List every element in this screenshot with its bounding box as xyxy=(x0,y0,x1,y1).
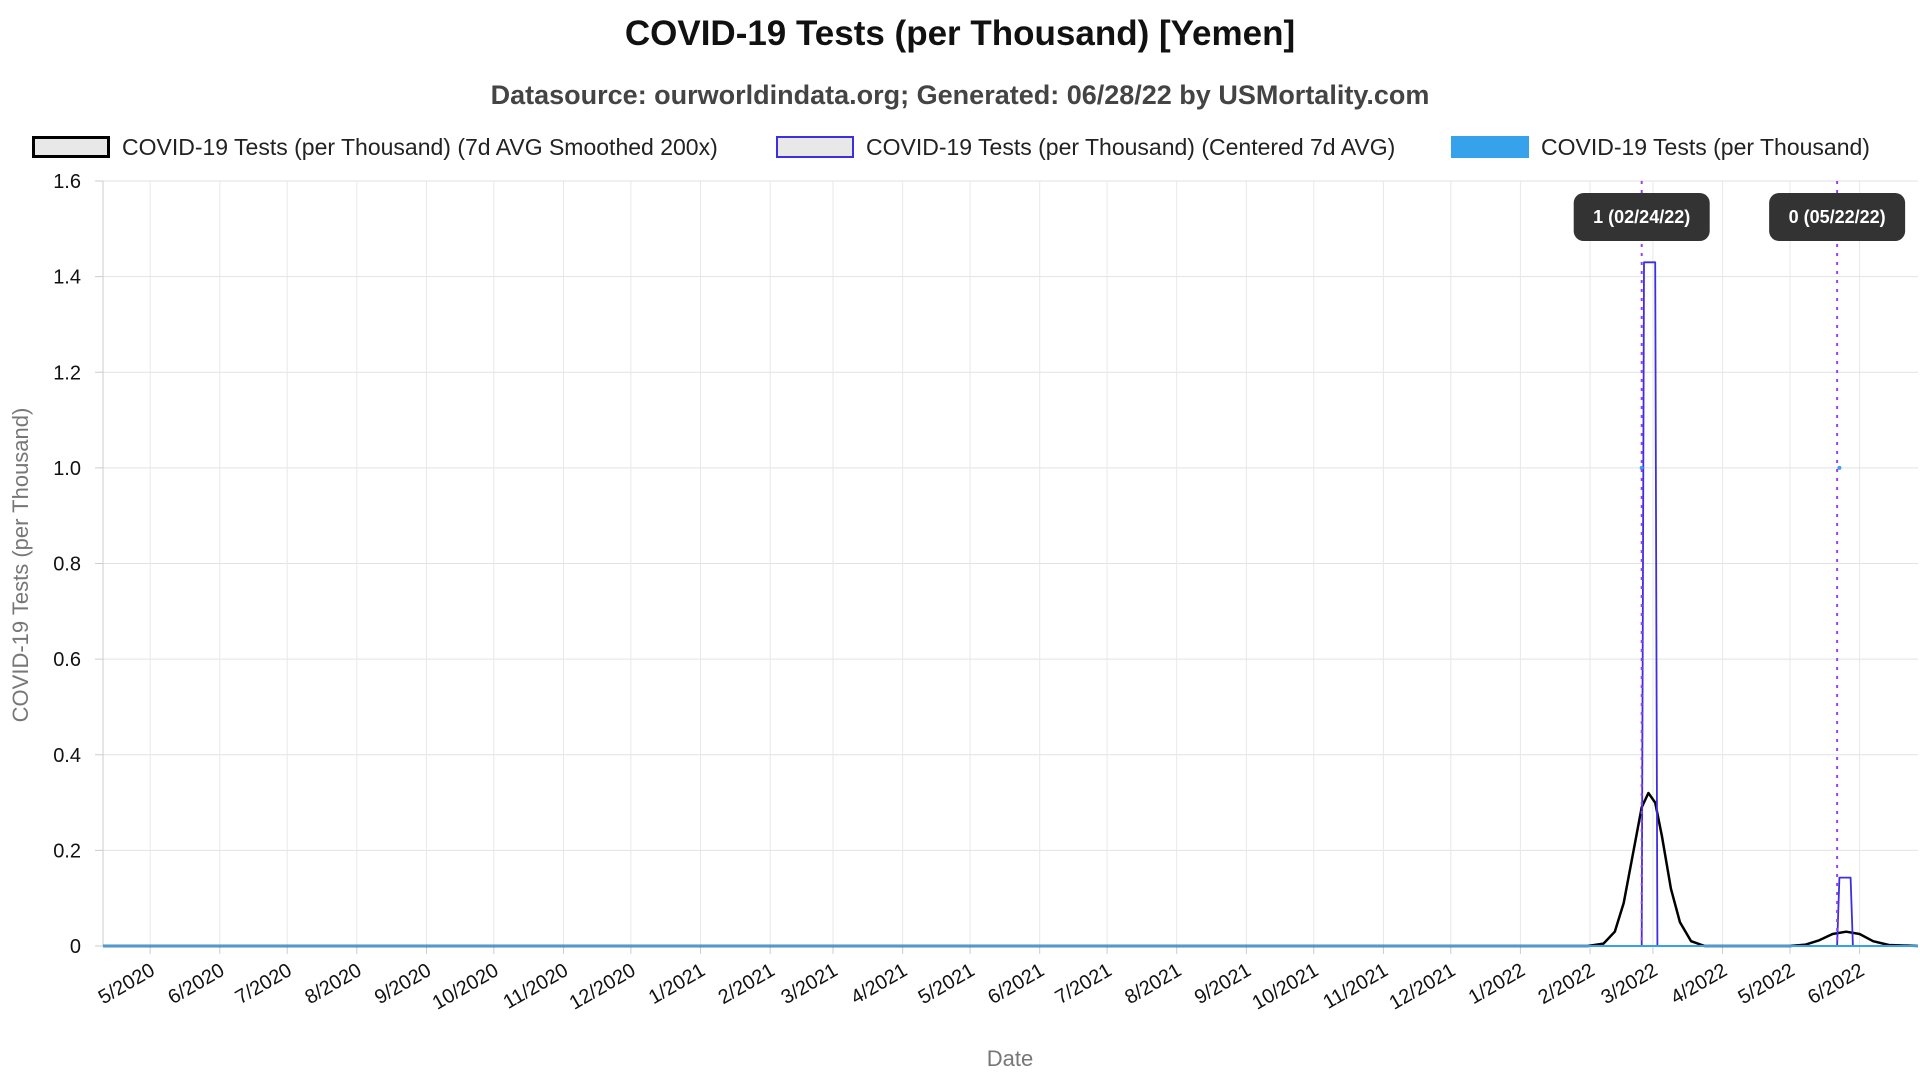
x-tick-label: 4/2022 xyxy=(1667,959,1731,1009)
chart-title: COVID-19 Tests (per Thousand) [Yemen] xyxy=(624,14,1296,53)
y-tick-label: 1.4 xyxy=(53,267,81,289)
x-tick-label: 6/2021 xyxy=(984,959,1048,1009)
annotation-box xyxy=(1769,193,1906,241)
x-tick-label: 8/2021 xyxy=(1121,959,1185,1009)
legend-item-centered[interactable]: COVID-19 Tests (per Thousand) (Centered … xyxy=(776,130,1395,164)
x-tick-label: 12/2021 xyxy=(1386,959,1460,1014)
legend-swatch-centered xyxy=(776,136,854,158)
annotations: 1 (02/24/22) 0 (05/22/22) xyxy=(1573,181,1906,946)
x-tick-labels: 5/2020 6/2020 7/2020 8/2020 9/202010/202011/… xyxy=(95,959,1868,1014)
chart-subtitle: Datasource: ourworldindata.org; Generate… xyxy=(490,80,1430,110)
series-point-raw xyxy=(1639,465,1644,470)
y-tick-label: 0.4 xyxy=(53,745,81,767)
x-tick-label: 5/2020 xyxy=(95,959,159,1009)
y-tick-label: 1.0 xyxy=(53,458,81,480)
x-tick-label: 1/2021 xyxy=(645,959,709,1009)
x-tick-label: 8/2020 xyxy=(301,959,365,1009)
legend-swatch-raw xyxy=(1451,136,1529,158)
y-tick-label: 0.2 xyxy=(53,840,81,862)
legend-item-smoothed[interactable]: COVID-19 Tests (per Thousand) (7d AVG Sm… xyxy=(32,130,718,164)
x-tick-label: 5/2022 xyxy=(1734,959,1798,1009)
x-tick-label: 3/2022 xyxy=(1597,959,1661,1009)
x-tick-label: 9/2021 xyxy=(1191,959,1255,1009)
y-tick-label: 1.6 xyxy=(53,171,81,193)
series-line-centered xyxy=(103,261,1918,947)
annotation-box xyxy=(1573,193,1710,241)
x-axis-title: Date xyxy=(987,1046,1033,1071)
series-lines xyxy=(103,261,1919,948)
series-point-raw xyxy=(1837,465,1842,470)
x-tick-label: 3/2021 xyxy=(778,959,842,1009)
x-tick-label: 6/2020 xyxy=(164,959,228,1009)
x-tick-label: 2/2022 xyxy=(1535,959,1599,1009)
grid-lines xyxy=(103,180,1918,947)
x-tick-label: 11/2020 xyxy=(500,959,572,1013)
x-tick-label: 10/2021 xyxy=(1249,959,1323,1014)
annotation-label: 1 (02/24/22) xyxy=(1593,207,1690,227)
x-tick-label: 4/2021 xyxy=(847,959,911,1009)
legend-label-centered: COVID-19 Tests (per Thousand) (Centered … xyxy=(866,133,1396,160)
x-tick-label: 12/2020 xyxy=(566,959,640,1014)
y-axis-title: COVID-19 Tests (per Thousand) xyxy=(8,408,33,723)
series-line-smoothed xyxy=(103,791,1919,948)
x-tick-label: 7/2021 xyxy=(1052,959,1116,1009)
y-tick-label: 0 xyxy=(70,936,81,958)
x-tick-label: 9/2020 xyxy=(371,959,435,1009)
x-tick-label: 10/2020 xyxy=(429,959,503,1014)
legend-label-raw: COVID-19 Tests (per Thousand) xyxy=(1541,133,1870,160)
annotation-label: 0 (05/22/22) xyxy=(1789,207,1886,227)
x-tick-label: 7/2020 xyxy=(232,959,296,1009)
y-tick-label: 1.2 xyxy=(53,362,81,384)
y-tick-label: 0.8 xyxy=(53,554,81,576)
legend-swatch-smoothed xyxy=(32,136,110,158)
x-tick-label: 5/2021 xyxy=(915,959,979,1009)
x-tick-label: 6/2022 xyxy=(1804,959,1868,1009)
legend: COVID-19 Tests (per Thousand) (7d AVG Sm… xyxy=(0,130,1920,164)
y-tick-labels: 0 0.2 0.4 0.6 0.8 1.0 1.2 1.4 1.6 xyxy=(53,171,81,958)
x-tick-label: 2/2021 xyxy=(715,959,779,1009)
x-tick-label: 1/2022 xyxy=(1465,959,1529,1009)
legend-label-smoothed: COVID-19 Tests (per Thousand) (7d AVG Sm… xyxy=(122,133,718,160)
legend-item-raw[interactable]: COVID-19 Tests (per Thousand) xyxy=(1451,130,1870,164)
x-tick-label: 11/2021 xyxy=(1320,959,1392,1013)
y-tick-label: 0.6 xyxy=(53,649,81,671)
